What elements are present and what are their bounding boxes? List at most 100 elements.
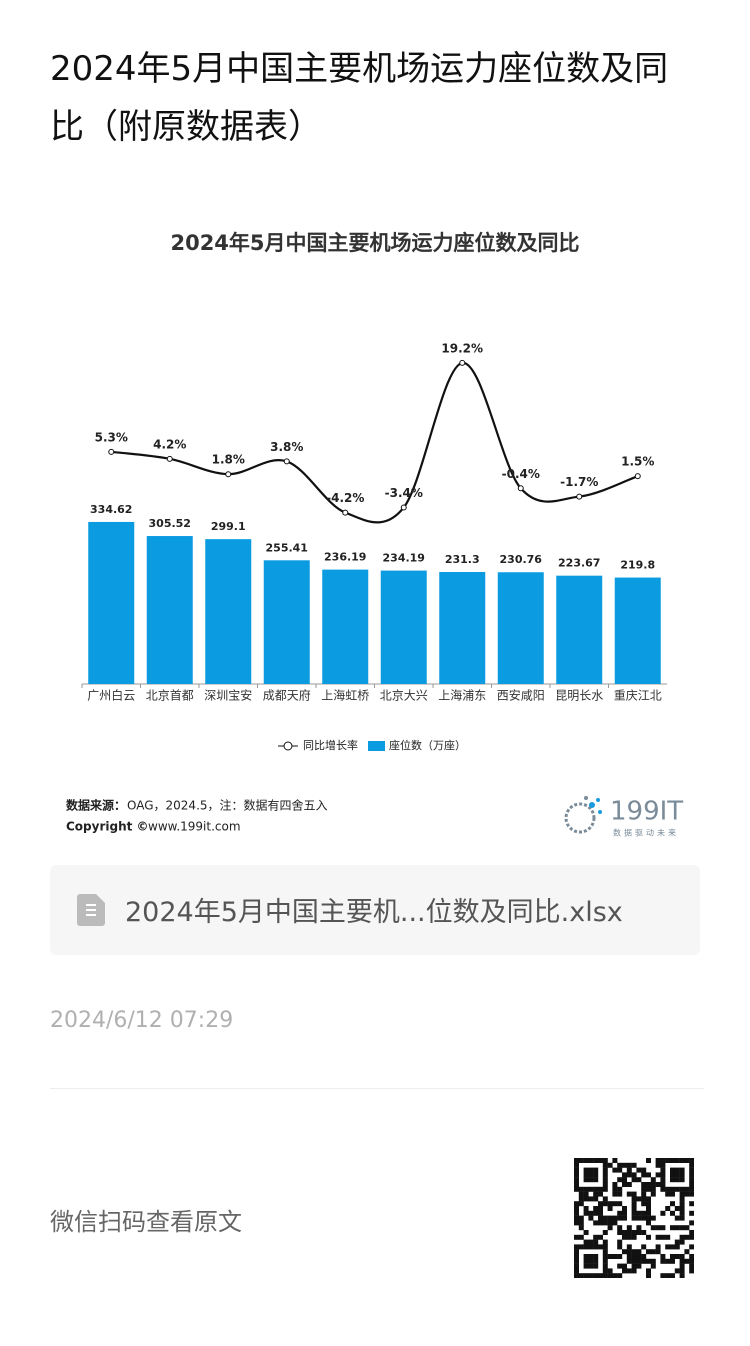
- qr-module: [593, 1196, 599, 1202]
- qr-module: [612, 1191, 618, 1197]
- qr-module: [650, 1186, 656, 1192]
- qr-module: [602, 1258, 608, 1264]
- qr-module: [674, 1158, 680, 1163]
- bar-value-label: 236.19: [324, 551, 366, 564]
- qr-module: [660, 1225, 666, 1231]
- attachment-name[interactable]: 2024年5月中国主要机...位数及同比.xlsx: [125, 897, 623, 928]
- qr-module: [674, 1172, 680, 1178]
- qr-module: [574, 1210, 579, 1216]
- qr-module: [631, 1210, 637, 1216]
- qr-module: [622, 1177, 627, 1183]
- qr-module: [607, 1215, 613, 1221]
- qr-module: [583, 1263, 589, 1269]
- bar-value-label: 234.19: [383, 552, 425, 565]
- qr-module: [607, 1201, 613, 1207]
- qr-module: [612, 1201, 618, 1207]
- qr-module: [679, 1206, 685, 1211]
- qr-module: [674, 1268, 680, 1274]
- qr-module: [631, 1201, 637, 1207]
- line-value-label: -1.7%: [560, 475, 598, 489]
- qr-module: [684, 1225, 690, 1231]
- qr-module: [636, 1215, 642, 1221]
- qr-module: [679, 1191, 685, 1197]
- qr-module: [578, 1244, 584, 1250]
- qr-module: [622, 1230, 627, 1235]
- qr-module: [689, 1201, 694, 1207]
- qr-module: [602, 1162, 608, 1168]
- qr-module: [602, 1196, 608, 1202]
- qr-module: [670, 1186, 675, 1192]
- qr-module: [574, 1206, 579, 1211]
- qr-module: [650, 1215, 656, 1221]
- qr-module: [631, 1191, 637, 1197]
- qr-module: [617, 1239, 623, 1245]
- line-point: [634, 473, 641, 480]
- qr-module: [631, 1249, 637, 1255]
- qr-module: [602, 1201, 608, 1207]
- qr-module: [617, 1263, 623, 1269]
- qr-module: [588, 1215, 594, 1221]
- qr-module: [641, 1196, 647, 1202]
- qr-module: [660, 1234, 666, 1240]
- logo-icon: [564, 796, 602, 834]
- qr-module: [670, 1172, 675, 1178]
- qr-module: [583, 1158, 589, 1163]
- qr-module: [598, 1201, 603, 1207]
- copyright-text: www.199it.com: [148, 820, 241, 834]
- qr-module: [679, 1263, 685, 1269]
- bar: [205, 539, 252, 684]
- x-tick-label: 北京大兴: [380, 689, 428, 703]
- qr-module: [646, 1210, 651, 1216]
- qr-module: [617, 1201, 623, 1207]
- qr-module: [670, 1244, 675, 1250]
- qr-module: [679, 1225, 685, 1231]
- qr-module: [574, 1158, 579, 1163]
- qr-module: [602, 1239, 608, 1245]
- qr-module: [679, 1158, 685, 1163]
- qr-module: [674, 1225, 680, 1231]
- qr-module: [636, 1258, 642, 1264]
- qr-module: [574, 1268, 579, 1274]
- qr-module: [679, 1254, 685, 1259]
- qr-module: [602, 1172, 608, 1178]
- qr-module: [583, 1186, 589, 1192]
- qr-module: [626, 1249, 632, 1255]
- qr-module: [679, 1273, 685, 1278]
- qr-module: [646, 1268, 651, 1274]
- qr-module: [617, 1244, 623, 1250]
- qr-module: [670, 1177, 675, 1183]
- qr-module: [583, 1244, 589, 1250]
- line-point: [400, 504, 407, 511]
- qr-module: [674, 1244, 680, 1250]
- qr-module: [674, 1254, 680, 1259]
- qr-module: [641, 1186, 647, 1192]
- qr-module: [574, 1234, 579, 1240]
- qr-module: [574, 1254, 579, 1259]
- qr-module: [646, 1172, 651, 1178]
- qr-module: [646, 1220, 651, 1226]
- line-point: [459, 359, 466, 366]
- qr-module: [660, 1258, 666, 1264]
- qr-module: [612, 1182, 618, 1187]
- qr-module: [646, 1186, 651, 1192]
- qr-module: [626, 1258, 632, 1264]
- qr-module: [660, 1158, 666, 1163]
- qr-module: [593, 1210, 599, 1216]
- qr-module: [578, 1220, 584, 1226]
- qr-module: [655, 1249, 661, 1255]
- qr-module: [578, 1225, 584, 1231]
- qr-module: [689, 1268, 694, 1274]
- qr-module: [679, 1210, 685, 1216]
- qr-module: [665, 1206, 671, 1211]
- qr-module: [574, 1244, 579, 1250]
- qr-module: [626, 1244, 632, 1250]
- qr-module: [593, 1191, 599, 1197]
- qr-module: [574, 1258, 579, 1264]
- qr-module: [602, 1177, 608, 1183]
- attachment-card[interactable]: [50, 865, 700, 955]
- bar: [263, 560, 310, 684]
- bar: [322, 569, 369, 684]
- qr-module: [660, 1167, 666, 1173]
- qr-module: [679, 1215, 685, 1221]
- qr-module: [574, 1167, 579, 1173]
